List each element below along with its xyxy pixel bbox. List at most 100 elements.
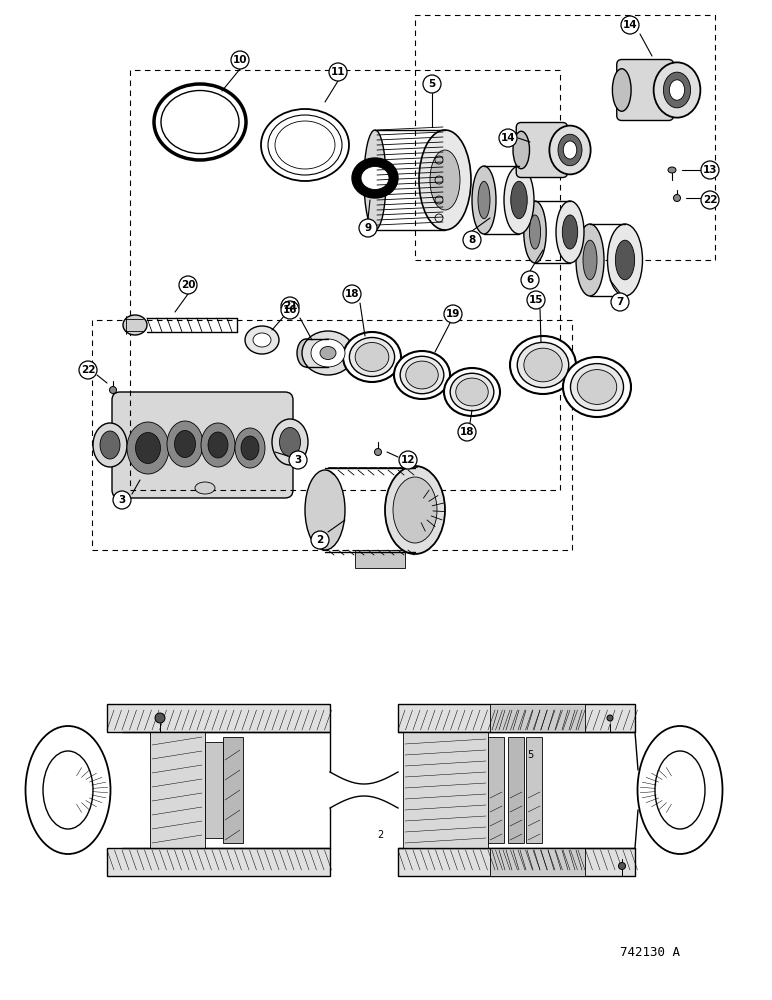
Ellipse shape bbox=[364, 130, 386, 230]
Circle shape bbox=[444, 305, 462, 323]
Ellipse shape bbox=[361, 166, 389, 190]
Text: 3: 3 bbox=[118, 495, 126, 505]
Circle shape bbox=[311, 531, 329, 549]
Ellipse shape bbox=[669, 80, 685, 100]
Bar bbox=[355, 550, 405, 568]
Ellipse shape bbox=[511, 181, 527, 219]
Ellipse shape bbox=[302, 331, 354, 375]
Ellipse shape bbox=[123, 315, 147, 335]
Ellipse shape bbox=[201, 423, 235, 467]
Circle shape bbox=[458, 423, 476, 441]
Ellipse shape bbox=[350, 338, 394, 376]
Ellipse shape bbox=[400, 356, 444, 394]
Text: 15: 15 bbox=[529, 295, 543, 305]
Text: 14: 14 bbox=[623, 20, 638, 30]
Text: 5: 5 bbox=[527, 750, 533, 760]
Circle shape bbox=[155, 713, 165, 723]
Ellipse shape bbox=[562, 215, 577, 249]
Text: 22: 22 bbox=[81, 365, 95, 375]
Circle shape bbox=[399, 451, 417, 469]
Circle shape bbox=[701, 161, 719, 179]
Ellipse shape bbox=[450, 373, 494, 411]
Ellipse shape bbox=[615, 240, 635, 280]
Bar bbox=[130, 70, 560, 490]
Ellipse shape bbox=[478, 181, 490, 219]
Ellipse shape bbox=[638, 726, 723, 854]
Ellipse shape bbox=[343, 332, 401, 382]
Ellipse shape bbox=[374, 448, 381, 456]
FancyBboxPatch shape bbox=[516, 122, 567, 178]
Bar bbox=[223, 737, 243, 843]
Bar bbox=[205, 742, 223, 838]
Bar bbox=[490, 704, 585, 732]
Bar bbox=[415, 15, 715, 260]
Ellipse shape bbox=[556, 201, 584, 263]
Bar bbox=[490, 848, 585, 876]
Ellipse shape bbox=[673, 194, 680, 202]
Ellipse shape bbox=[668, 167, 676, 173]
Circle shape bbox=[231, 51, 249, 69]
Text: 7: 7 bbox=[616, 297, 624, 307]
Circle shape bbox=[281, 301, 299, 319]
Ellipse shape bbox=[583, 240, 597, 280]
Text: 14: 14 bbox=[501, 133, 516, 143]
Text: 19: 19 bbox=[445, 309, 460, 319]
Ellipse shape bbox=[530, 215, 540, 249]
Ellipse shape bbox=[608, 224, 642, 296]
Bar bbox=[107, 704, 330, 732]
Bar bbox=[398, 848, 635, 876]
Bar bbox=[508, 737, 524, 843]
Ellipse shape bbox=[655, 751, 705, 829]
Ellipse shape bbox=[100, 431, 120, 459]
Circle shape bbox=[521, 271, 539, 289]
Ellipse shape bbox=[571, 364, 624, 410]
Ellipse shape bbox=[208, 432, 228, 458]
Text: 20: 20 bbox=[181, 280, 195, 290]
Circle shape bbox=[343, 285, 361, 303]
Ellipse shape bbox=[394, 351, 450, 399]
Ellipse shape bbox=[268, 115, 342, 175]
Circle shape bbox=[701, 191, 719, 209]
Ellipse shape bbox=[663, 72, 691, 108]
Ellipse shape bbox=[523, 201, 547, 263]
Text: 9: 9 bbox=[364, 223, 371, 233]
Ellipse shape bbox=[517, 342, 569, 388]
Ellipse shape bbox=[385, 466, 445, 554]
Text: 8: 8 bbox=[469, 235, 476, 245]
Ellipse shape bbox=[612, 69, 631, 111]
Ellipse shape bbox=[25, 726, 110, 854]
Ellipse shape bbox=[311, 339, 345, 367]
Bar bbox=[526, 737, 542, 843]
Text: 22: 22 bbox=[703, 195, 717, 205]
Ellipse shape bbox=[472, 166, 496, 234]
Circle shape bbox=[79, 361, 97, 379]
Ellipse shape bbox=[444, 368, 500, 416]
Text: 21: 21 bbox=[283, 301, 297, 311]
Ellipse shape bbox=[607, 715, 613, 721]
Ellipse shape bbox=[275, 121, 335, 169]
Ellipse shape bbox=[558, 134, 582, 166]
Text: 2: 2 bbox=[377, 830, 383, 840]
Ellipse shape bbox=[245, 326, 279, 354]
Ellipse shape bbox=[419, 130, 471, 230]
Ellipse shape bbox=[279, 428, 300, 456]
Ellipse shape bbox=[93, 423, 127, 467]
Ellipse shape bbox=[576, 224, 604, 296]
Ellipse shape bbox=[161, 91, 239, 153]
Ellipse shape bbox=[241, 436, 259, 460]
Ellipse shape bbox=[305, 470, 345, 550]
Text: 5: 5 bbox=[428, 79, 435, 89]
Text: 16: 16 bbox=[283, 305, 297, 315]
Ellipse shape bbox=[510, 336, 576, 394]
Text: 12: 12 bbox=[401, 455, 415, 465]
Ellipse shape bbox=[406, 361, 438, 389]
Bar bbox=[92, 320, 572, 550]
Circle shape bbox=[499, 129, 517, 147]
Ellipse shape bbox=[195, 482, 215, 494]
Ellipse shape bbox=[654, 62, 700, 118]
Text: 18: 18 bbox=[345, 289, 359, 299]
Ellipse shape bbox=[550, 126, 591, 174]
Ellipse shape bbox=[355, 342, 389, 371]
Circle shape bbox=[527, 291, 545, 309]
Circle shape bbox=[359, 219, 377, 237]
